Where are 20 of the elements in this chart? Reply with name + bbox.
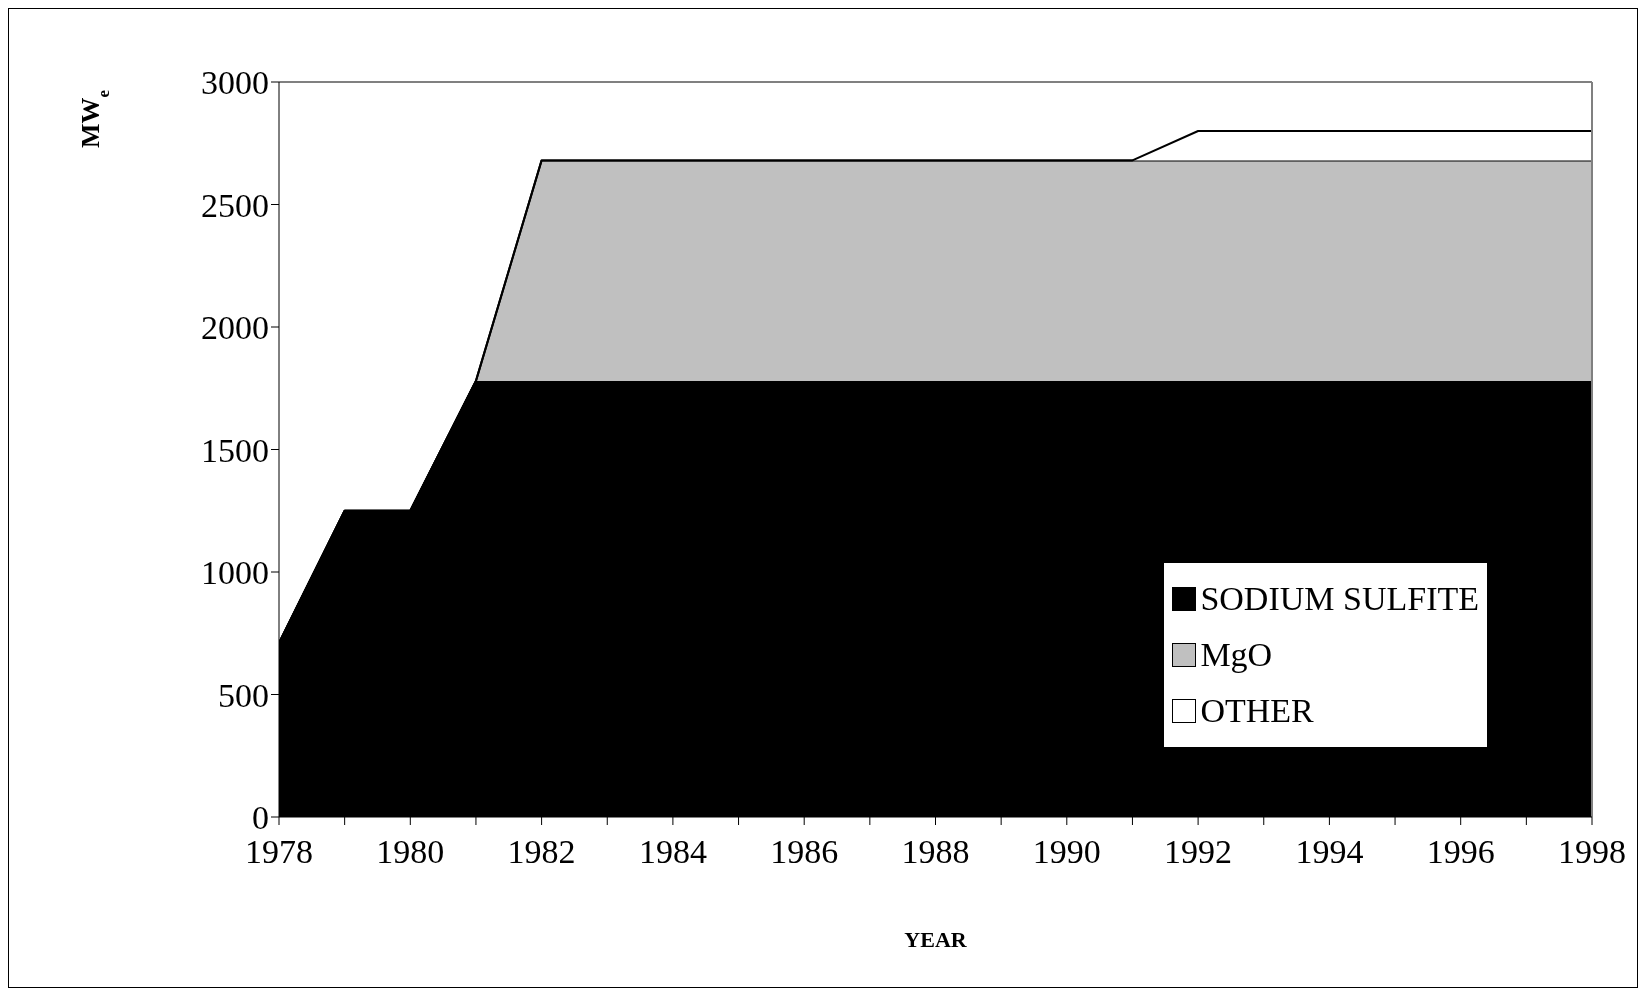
y-tick-label: 500 (218, 676, 269, 714)
x-tick-label: 1988 (901, 833, 970, 871)
x-tick-label: 1992 (1164, 833, 1233, 871)
x-tick-label: 1994 (1295, 833, 1364, 871)
y-tick-label: 2000 (201, 309, 269, 347)
x-tick-label: 1996 (1426, 833, 1495, 871)
legend-label: OTHER (1200, 691, 1314, 731)
x-tick-label: 1980 (376, 833, 445, 871)
y-tick-label: 1000 (201, 554, 269, 592)
legend-label: SODIUM SULFITE (1200, 579, 1479, 619)
y-tick-label: 1500 (201, 431, 269, 469)
x-tick-label: 1998 (1558, 833, 1626, 871)
y-tick-label: 2500 (201, 186, 269, 224)
x-tick-label: 1990 (1032, 833, 1101, 871)
y-tick-label: 3000 (201, 64, 269, 102)
x-tick-label: 1982 (507, 833, 576, 871)
x-axis-title: YEAR (904, 927, 968, 952)
x-tick-label: 1986 (770, 833, 839, 871)
x-tick-label: 1984 (638, 833, 707, 871)
legend-label: MgO (1200, 635, 1273, 675)
